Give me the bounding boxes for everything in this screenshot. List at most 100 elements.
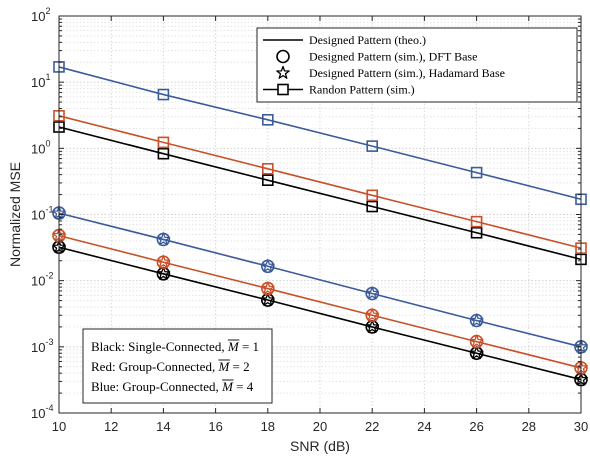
legend-box xyxy=(256,27,578,103)
star-marker-red-3 xyxy=(365,308,380,322)
star-marker-black-4 xyxy=(469,346,484,360)
series-line-blue-designed xyxy=(58,212,582,348)
legend-star-icon xyxy=(276,65,290,79)
y-tick-label: 10-2 xyxy=(31,271,53,289)
square-marker-red-2 xyxy=(261,163,274,175)
y-tick-base: 10 xyxy=(31,9,45,24)
square-marker-red-1 xyxy=(157,136,170,149)
legend: Designed Pattern (theo.) Designed Pattern… xyxy=(256,27,578,103)
y-tick-base: 10 xyxy=(31,406,45,421)
annotation-value: 2 xyxy=(243,359,250,374)
series-line-black-designed xyxy=(58,246,582,381)
square-marker-black-2 xyxy=(261,174,274,186)
series-blue-random xyxy=(53,61,587,206)
annotation-equals: = xyxy=(233,379,247,394)
legend-entry-star: Designed Pattern (sim.), Hadamard Base xyxy=(276,65,505,80)
star-marker-blue-2 xyxy=(260,259,275,273)
legend-entry-line: Designed Pattern (theo.) xyxy=(263,33,426,47)
y-tick-base: 10 xyxy=(31,141,45,156)
legend-label: Randon Pattern (sim.) xyxy=(309,83,415,97)
y-tick-base: 10 xyxy=(31,75,45,90)
x-tick-label: 16 xyxy=(208,419,222,434)
annotation-symbol: M xyxy=(227,339,240,354)
annotation-equals: = xyxy=(229,359,243,374)
square-marker-red-4 xyxy=(470,215,483,228)
star-marker-blue-4 xyxy=(469,313,484,327)
axis-ticks xyxy=(58,15,582,414)
x-tick-label: 10 xyxy=(52,419,66,434)
square-marker-black-4 xyxy=(470,226,483,239)
star-marker-red-1 xyxy=(156,255,171,269)
star-marker-red-2 xyxy=(260,281,275,295)
y-tick-exponent: -1 xyxy=(45,205,53,215)
star-marker-black-2 xyxy=(260,292,275,306)
annotation-line: Black: Single-Connected, M = 1 xyxy=(91,339,259,354)
annotation-line: Red: Group-Connected, M = 2 xyxy=(91,359,250,374)
series-line-blue-random xyxy=(58,66,582,201)
y-tick-exponent: 1 xyxy=(45,72,50,82)
square-marker-blue-1 xyxy=(157,88,170,101)
y-tick-exponent: -4 xyxy=(45,403,53,413)
legend-label: Designed Pattern (sim.), Hadamard Base xyxy=(309,66,505,80)
x-tick-label: 20 xyxy=(313,419,327,434)
square-marker-blue-2 xyxy=(261,113,274,126)
square-marker-red-3 xyxy=(366,189,379,202)
x-tick-label: 28 xyxy=(522,419,536,434)
series-line-black-random xyxy=(58,126,582,261)
annotation-prefix: Red: Group-Connected, xyxy=(91,359,218,374)
legend-label: Designed Pattern (sim.), DFT Base xyxy=(309,50,477,64)
series-layer xyxy=(52,61,588,387)
annotation-symbol: M xyxy=(217,359,230,374)
annotation-equals: = xyxy=(239,339,253,354)
annotation-prefix: Black: Single-Connected, xyxy=(91,339,228,354)
y-tick-label: 101 xyxy=(31,72,50,90)
legend-circle-icon xyxy=(276,49,290,64)
annotation-line: Blue: Group-Connected, M = 4 xyxy=(91,379,254,394)
y-tick-exponent: -2 xyxy=(45,271,53,281)
y-tick-exponent: -3 xyxy=(45,337,53,347)
square-marker-blue-4 xyxy=(470,166,483,179)
y-tick-label: 102 xyxy=(31,6,50,24)
x-tick-label: 22 xyxy=(365,419,379,434)
legend-label: Designed Pattern (theo.) xyxy=(309,33,426,47)
x-tick-label: 18 xyxy=(261,419,275,434)
star-marker-black-3 xyxy=(365,319,380,333)
star-marker-blue-1 xyxy=(156,232,171,246)
y-axis-label: Normalized MSE xyxy=(7,162,23,267)
x-tick-label: 14 xyxy=(156,419,170,434)
annotation-value: 1 xyxy=(253,339,260,354)
x-tick-label: 30 xyxy=(574,419,588,434)
y-tick-label: 10-3 xyxy=(31,337,53,355)
annotation-value: 4 xyxy=(247,379,254,394)
annotation-frame xyxy=(82,328,273,404)
x-tick-label: 24 xyxy=(417,419,431,434)
x-tick-label: 12 xyxy=(104,419,118,434)
square-marker-blue-3 xyxy=(366,140,379,152)
legend-square-icon xyxy=(277,83,289,96)
square-marker-black-3 xyxy=(366,200,379,213)
annotation-prefix: Blue: Group-Connected, xyxy=(91,379,222,394)
y-tick-label: 100 xyxy=(31,138,50,156)
y-tick-label: 10-4 xyxy=(31,403,53,421)
y-tick-base: 10 xyxy=(31,208,45,223)
y-tick-base: 10 xyxy=(31,274,45,289)
y-tick-exponent: 0 xyxy=(45,138,50,148)
series-line-red-designed xyxy=(58,234,582,369)
square-marker-black-1 xyxy=(157,147,170,160)
y-tick-exponent: 2 xyxy=(45,6,50,16)
y-tick-base: 10 xyxy=(31,340,45,355)
series-red-random xyxy=(53,110,587,254)
legend-entry-circle: Designed Pattern (sim.), DFT Base xyxy=(276,49,477,64)
star-marker-blue-3 xyxy=(365,286,380,300)
x-tick-labels: 10 12 14 16 18 20 22 24 26 28 30 xyxy=(52,419,588,434)
annotation-symbol: M xyxy=(221,379,234,394)
x-axis-label: SNR (dB) xyxy=(290,438,350,454)
series-line-red-random xyxy=(58,115,582,249)
y-tick-label: 10-1 xyxy=(31,205,53,223)
x-tick-label: 26 xyxy=(469,419,483,434)
star-marker-red-4 xyxy=(469,334,484,348)
star-marker-black-1 xyxy=(156,266,171,280)
